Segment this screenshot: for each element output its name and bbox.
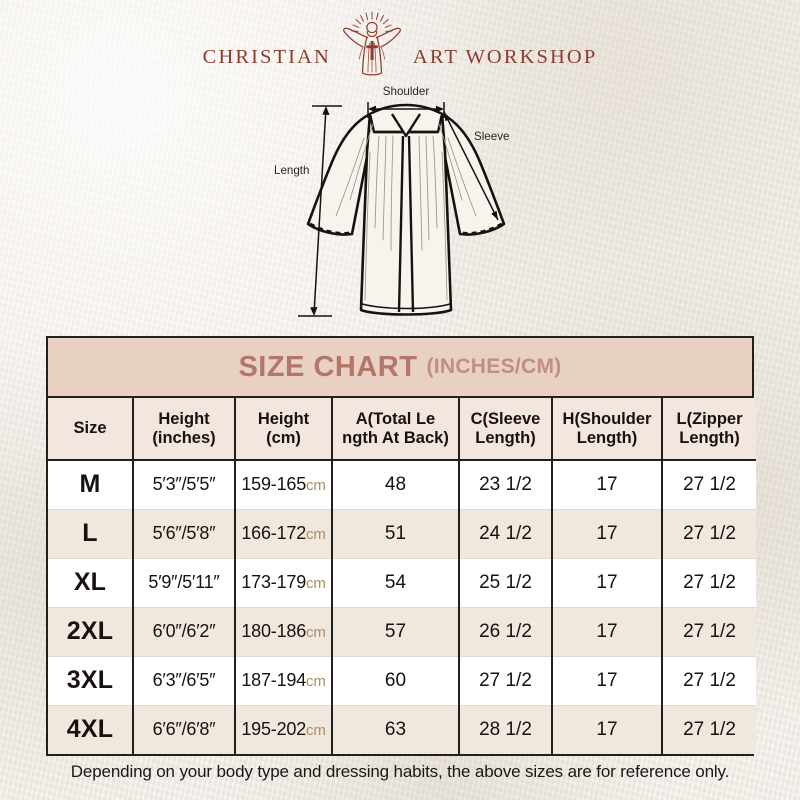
table-header-row: Size Height (inches) Height (cm) A(Total…	[48, 398, 756, 461]
column-header-total-length-back: A(Total Le ngth At Back)	[332, 398, 460, 461]
disclaimer-note: Depending on your body type and dressing…	[70, 762, 730, 781]
cell-zipper-length: 27 1/2	[662, 607, 756, 657]
size-chart-title: SIZE CHART	[238, 350, 418, 383]
cell-height-cm-value: 166-172	[241, 523, 307, 543]
size-chart-table-container: SIZE CHART (INCHES/CM) Size Height (inch…	[46, 336, 756, 756]
cell-shoulder-length: 17	[552, 607, 663, 657]
cell-height-cm-value: 173-179	[241, 572, 307, 592]
cell-height-inches: 6′6″/6′8″	[133, 705, 236, 754]
cell-height-cm-unit: cm	[306, 722, 326, 740]
cell-height-inches: 5′9″/5′11″	[133, 558, 236, 608]
cell-total-length-back: 60	[332, 656, 460, 706]
cell-height-cm: 166-172cm	[235, 509, 333, 559]
cell-zipper-length: 27 1/2	[662, 509, 756, 559]
size-chart-banner: SIZE CHART (INCHES/CM)	[48, 338, 752, 398]
cell-shoulder-length: 17	[552, 509, 663, 559]
cell-total-length-back: 57	[332, 607, 460, 657]
brand-name-right: ART WORKSHOP	[412, 45, 598, 68]
brand-name-left: CHRISTIAN	[202, 45, 331, 68]
column-header-sleeve-length: C(Sleeve Length)	[459, 398, 553, 461]
cell-height-cm-value: 180-186	[241, 621, 307, 641]
table-body: M 5′3″/5′5″ 159-165cm 48 23 1/2 17 27 1/2 L 5′6″…	[48, 460, 756, 754]
cell-shoulder-length: 17	[552, 705, 663, 754]
column-header-height-inches: Height (inches)	[133, 398, 236, 461]
table-row: M 5′3″/5′5″ 159-165cm 48 23 1/2 17 27 1/2	[48, 460, 756, 510]
cell-shoulder-length: 17	[552, 558, 663, 608]
cell-shoulder-length: 17	[552, 656, 663, 706]
table-row: 4XL 6′6″/6′8″ 195-202cm 63 28 1/2 17 27 1/2	[48, 705, 756, 754]
cell-shoulder-length: 17	[552, 460, 663, 510]
cell-sleeve-length: 25 1/2	[459, 558, 553, 608]
cell-height-cm-unit: cm	[306, 575, 326, 592]
cell-height-cm: 195-202cm	[235, 705, 333, 754]
table-row: 3XL 6′3″/6′5″ 187-194cm 60 27 1/2 17 27 1/2	[48, 656, 756, 706]
risen-christ-cross-icon	[343, 11, 401, 76]
cell-sleeve-length: 23 1/2	[459, 460, 553, 510]
cell-height-cm: 173-179cm	[235, 558, 333, 608]
cell-size: 4XL	[48, 705, 134, 754]
cell-height-cm: 187-194cm	[235, 656, 333, 706]
table-row: 2XL 6′0″/6′2″ 180-186cm 57 26 1/2 17 27 1/2	[48, 607, 756, 657]
cell-sleeve-length: 24 1/2	[459, 509, 553, 559]
cell-height-cm-value: 159-165	[241, 474, 307, 495]
cell-size: M	[48, 460, 134, 510]
table-row: XL 5′9″/5′11″ 173-179cm 54 25 1/2 17 27 1/2	[48, 558, 756, 608]
cell-total-length-back: 54	[332, 558, 460, 608]
cell-size: L	[48, 509, 134, 559]
cell-sleeve-length: 26 1/2	[459, 607, 553, 657]
cell-zipper-length: 27 1/2	[683, 718, 736, 740]
cell-zipper-length: 27 1/2	[662, 656, 756, 706]
cell-total-length-back: 63	[332, 705, 460, 754]
cell-height-inches: 6′3″/6′5″	[133, 656, 236, 706]
size-chart-units: (INCHES/CM)	[426, 355, 562, 378]
column-header-height-cm: Height (cm)	[235, 398, 333, 461]
cell-size: 3XL	[48, 656, 134, 706]
diagram-label-sleeve: Sleeve	[474, 130, 509, 143]
cell-zipper-length: 27 1/2	[662, 460, 756, 510]
column-header-shoulder-length: H(Shoulder Length)	[552, 398, 663, 461]
cell-total-length-back: 48	[332, 460, 460, 510]
size-chart-table: Size Height (inches) Height (cm) A(Total…	[48, 398, 756, 754]
cell-height-cm-value: 187-194	[241, 670, 307, 690]
cell-sleeve-length: 28 1/2	[459, 705, 553, 754]
diagram-label-length: Length	[274, 164, 309, 177]
table-header: Size Height (inches) Height (cm) A(Total…	[48, 398, 756, 461]
cell-height-inches: 6′0″/6′2″	[133, 607, 236, 657]
cell-height-cm-unit: cm	[306, 624, 326, 641]
table-row: L 5′6″/5′8″ 166-172cm 51 24 1/2 17 27 1/2	[48, 509, 756, 559]
clergy-robe-measurement-diagram: Shoulder Length Sleeve	[274, 85, 509, 317]
diagram-label-shoulder: Shoulder	[383, 85, 430, 98]
cell-height-cm: 159-165cm	[235, 460, 333, 510]
cell-height-cm-value: 195-202	[241, 719, 307, 740]
cell-height-cm: 180-186cm	[235, 607, 333, 657]
cell-zipper-length: 27 1/2	[662, 558, 756, 608]
cell-size: XL	[48, 558, 134, 608]
column-header-zipper-length: L(Zipper Length)	[662, 398, 756, 461]
brand-header: CHRISTIAN	[0, 8, 800, 84]
cell-sleeve-length: 27 1/2	[459, 656, 553, 706]
cell-height-inches: 5′3″/5′5″	[133, 460, 236, 510]
cell-height-cm-unit: cm	[306, 526, 326, 543]
cell-height-cm-unit: cm	[306, 673, 326, 690]
cell-height-inches: 5′6″/5′8″	[133, 509, 236, 559]
cell-total-length-back: 51	[332, 509, 460, 559]
cell-height-cm-unit: cm	[306, 477, 326, 495]
cell-size: 2XL	[48, 607, 134, 657]
column-header-size: Size	[48, 398, 134, 461]
